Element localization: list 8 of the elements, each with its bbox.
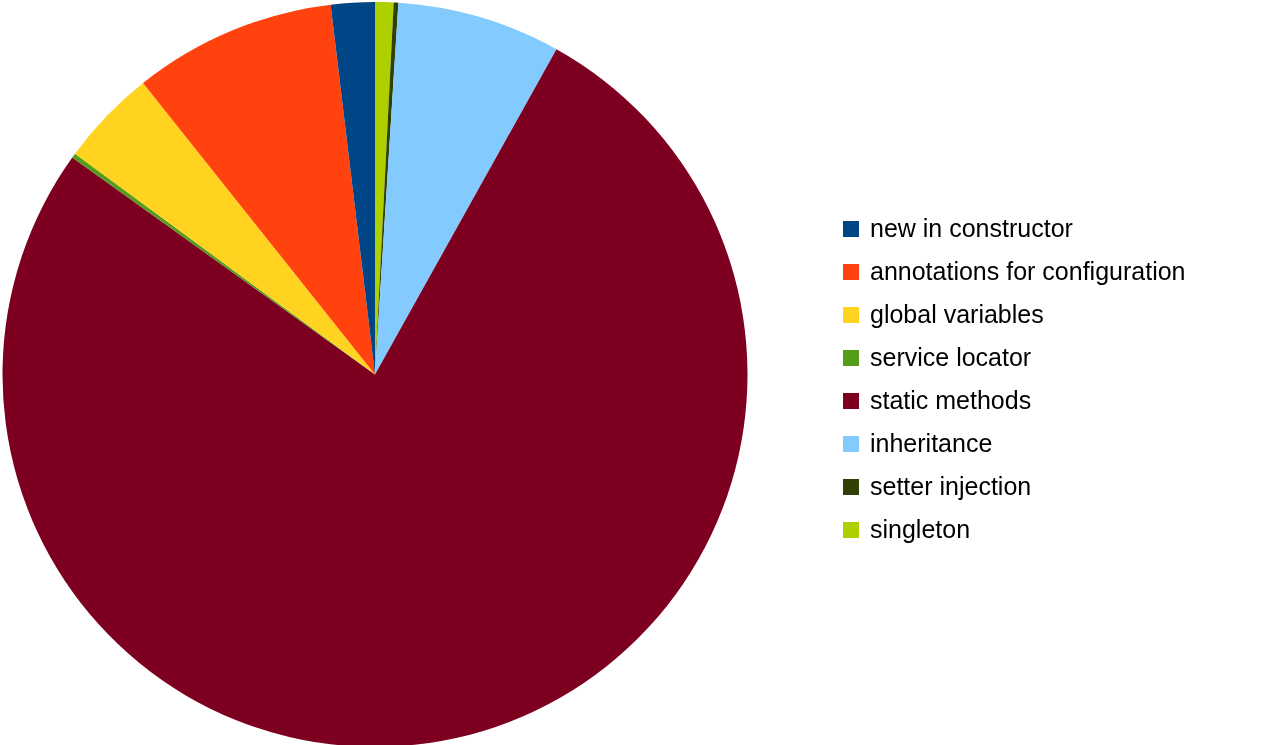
legend-label: static methods xyxy=(870,386,1032,415)
legend-label: singleton xyxy=(870,515,971,544)
legend-label: inheritance xyxy=(870,429,993,458)
legend-label: global variables xyxy=(870,300,1044,329)
legend-label: annotations for configuration xyxy=(870,257,1186,286)
legend-label: service locator xyxy=(870,343,1032,372)
legend-label: new in constructor xyxy=(870,214,1073,243)
legend-label: setter injection xyxy=(870,472,1032,501)
